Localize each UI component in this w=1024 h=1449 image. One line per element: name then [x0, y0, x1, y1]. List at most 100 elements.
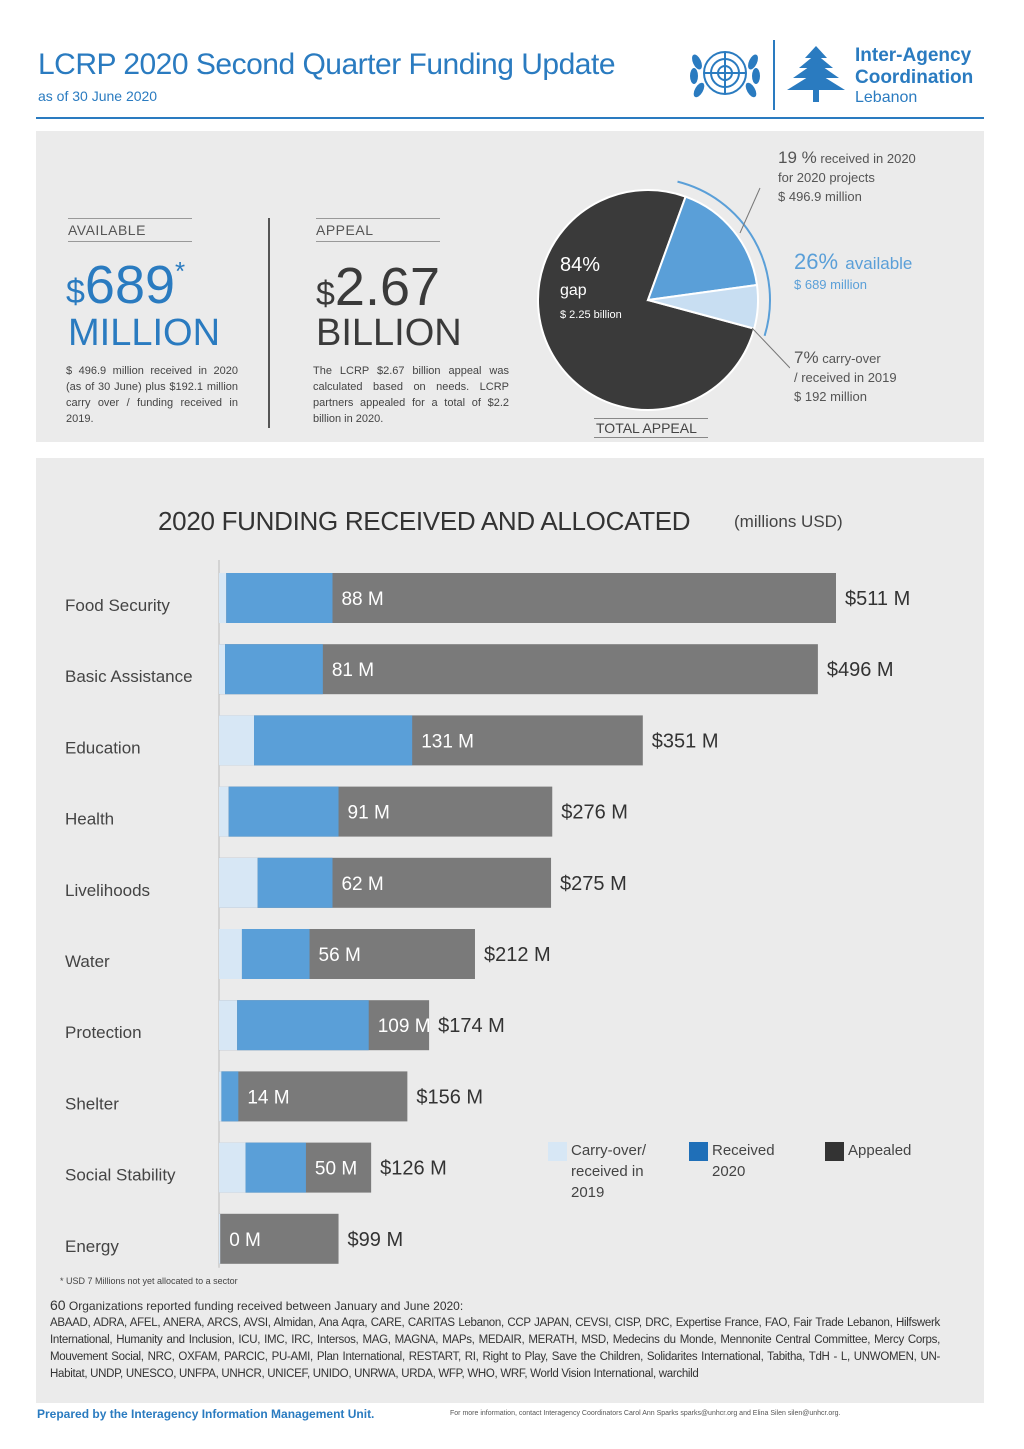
- orgs-heading-text: Organizations reported funding received …: [68, 1299, 464, 1313]
- appealed-value-label: $275 M: [560, 873, 627, 895]
- bar-carry-over: [219, 1071, 222, 1122]
- available-annotation: 26% available $ 689 million: [794, 249, 913, 295]
- available-currency: $: [66, 273, 85, 311]
- category-label: Education: [65, 738, 141, 757]
- category-label: Social Stability: [65, 1166, 176, 1185]
- chart-unit: (millions USD): [734, 512, 843, 531]
- carry-label2: / received in 2019: [794, 370, 897, 385]
- category-label: Energy: [65, 1237, 119, 1256]
- received-value-label: 14 M: [247, 1087, 289, 1108]
- bar-carry-over: [219, 786, 229, 837]
- available-note: $ 496.9 million received in 2020 (as of …: [66, 365, 238, 425]
- bar-received: [237, 1000, 369, 1051]
- bar-carry-over: [219, 573, 227, 623]
- category-label: Livelihoods: [65, 881, 150, 900]
- received-value-label: 56 M: [319, 945, 361, 966]
- category-label: Protection: [65, 1023, 142, 1042]
- appeal-note: The LCRP $2.67 billion appeal was calcul…: [313, 365, 509, 425]
- received-pct: 19 %: [778, 148, 817, 167]
- org-name-line1: Inter-Agency: [855, 45, 972, 66]
- appealed-value-label: $496 M: [827, 659, 894, 681]
- bar-received: [228, 786, 339, 837]
- bar-carry-over: [219, 1000, 238, 1051]
- appeal-value: $2.67: [316, 260, 440, 314]
- logo-divider: [773, 40, 775, 110]
- received-value-label: 91 M: [348, 803, 390, 824]
- appeal-unit: BILLION: [316, 312, 462, 354]
- legend-received-line2: 2020: [712, 1163, 746, 1180]
- received-value-label: 62 M: [341, 874, 383, 895]
- org-name-line2: Coordination: [855, 67, 974, 88]
- appealed-value-label: $126 M: [380, 1158, 447, 1180]
- carry-annotation: 7% carry-over / received in 2019 $ 192 m…: [794, 348, 897, 406]
- received-value-label: 88 M: [341, 589, 383, 610]
- bar-appealed: [219, 1071, 408, 1122]
- prepared-by: Prepared by the Interagency Information …: [37, 1407, 375, 1421]
- pie-gap-label: gap: [560, 282, 587, 299]
- legend-carry-line3: 2019: [571, 1184, 605, 1201]
- available-number: 689: [84, 255, 176, 315]
- kpi-divider: [268, 218, 270, 428]
- carry-leader-line: [751, 327, 790, 369]
- legend-carry-line1: Carry-over/: [571, 1142, 647, 1159]
- header-rule: [36, 117, 984, 119]
- pie-gap-pct: 84%: [560, 254, 600, 276]
- bar-carry-over: [219, 644, 226, 695]
- carry-amount: $ 192 million: [794, 389, 867, 404]
- legend-received-line1: Received: [712, 1142, 775, 1159]
- bar-received: [226, 573, 333, 623]
- un-emblem-icon: [690, 51, 760, 98]
- received-value-label: 0 M: [229, 1230, 261, 1251]
- summary-panel: [36, 131, 984, 442]
- bar-received: [245, 1142, 306, 1193]
- appealed-value-label: $511 M: [845, 588, 910, 610]
- appealed-value-label: $99 M: [348, 1229, 404, 1251]
- legend-carry-line2: received in: [571, 1163, 644, 1180]
- available-pie-label: available: [845, 254, 913, 273]
- chart-title: 2020 FUNDING RECEIVED AND ALLOCATED: [158, 506, 691, 536]
- bar-received: [221, 1071, 239, 1122]
- received-value-label: 81 M: [332, 660, 374, 681]
- legend-label-carry: Carry-over/ received in 2019: [571, 1140, 646, 1203]
- bar-carry-over: [219, 1213, 221, 1264]
- legend-label-received: Received 2020: [712, 1140, 775, 1182]
- carry-label: carry-over: [822, 351, 881, 366]
- footnote: * USD 7 Millions not yet allocated to a …: [60, 1276, 238, 1286]
- funding-bar-chart: Food Security 88 M $511 M Basic Assistance 8…: [65, 560, 910, 1268]
- appeal-currency: $: [316, 275, 335, 313]
- category-label: Food Security: [65, 596, 170, 615]
- category-label: Health: [65, 810, 114, 829]
- appealed-value-label: $351 M: [652, 730, 719, 752]
- appeal-number: 2.67: [334, 257, 441, 317]
- received-annotation: 19 % received in 2020 for 2020 projects …: [778, 148, 916, 206]
- total-appeal-pie: 84% gap $ 2.25 billion: [537, 180, 790, 411]
- bar-carry-over: [219, 929, 242, 979]
- legend-label-appealed: Appealed: [848, 1142, 912, 1159]
- orgs-heading: 60 Organizations reported funding receiv…: [50, 1297, 463, 1313]
- available-amount: $ 689 million: [794, 277, 867, 292]
- bar-received: [254, 715, 413, 766]
- received-label2: for 2020 projects: [778, 170, 875, 185]
- bar-appealed: [219, 1213, 339, 1264]
- available-pct: 26%: [794, 249, 839, 274]
- appealed-value-label: $174 M: [438, 1015, 505, 1037]
- received-label: received in 2020: [820, 151, 916, 166]
- bar-carry-over: [219, 715, 255, 766]
- contact-info: For more information, contact Interagenc…: [450, 1410, 841, 1417]
- bar-received: [225, 644, 323, 695]
- page-title: LCRP 2020 Second Quarter Funding Update: [38, 48, 616, 81]
- received-value-label: 131 M: [421, 731, 474, 752]
- pie-slice-carry: [647, 283, 759, 330]
- legend-swatch-appealed: [825, 1142, 844, 1161]
- page-subtitle: as of 30 June 2020: [38, 88, 158, 104]
- orgs-list: ABAAD, ADRA, AFEL, ANERA, ARCS, AVSI, Al…: [50, 1317, 940, 1380]
- total-appeal-label: TOTAL APPEAL: [594, 418, 708, 438]
- pie-slice-received: [646, 195, 759, 302]
- legend-swatch-received: [689, 1142, 708, 1161]
- bar-received: [257, 857, 333, 908]
- appealed-value-label: $276 M: [561, 802, 628, 824]
- category-label: Shelter: [65, 1094, 119, 1113]
- appealed-value-label: $156 M: [416, 1086, 483, 1108]
- received-amount: $ 496.9 million: [778, 189, 862, 204]
- received-value-label: 50 M: [315, 1159, 357, 1180]
